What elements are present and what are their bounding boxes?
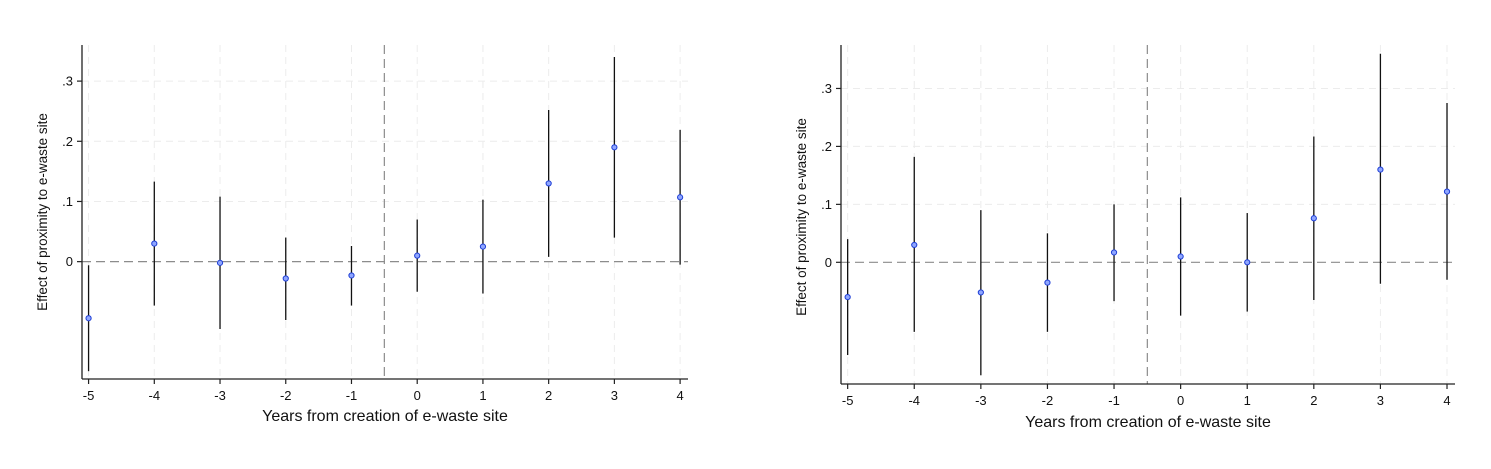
- x-tick-label: 4: [676, 388, 683, 403]
- point-estimate: [282, 275, 289, 282]
- y-tick-label: .2: [821, 139, 832, 154]
- point-estimate: [1310, 215, 1317, 222]
- x-tick-label: 3: [611, 388, 618, 403]
- y-tick-label: .2: [62, 134, 73, 149]
- y-tick-label: 0: [66, 254, 73, 269]
- x-tick-label: 2: [1310, 393, 1317, 408]
- x-tick-label: -2: [1042, 393, 1054, 408]
- point-estimate: [1443, 188, 1451, 195]
- x-tick-label: -3: [975, 393, 987, 408]
- x-tick-label: 3: [1377, 393, 1384, 408]
- x-tick-label: 4: [1443, 393, 1450, 408]
- point-estimate: [677, 194, 684, 201]
- y-tick-label: .3: [62, 74, 73, 89]
- point-estimate: [1244, 259, 1251, 266]
- x-tick-label: -3: [214, 388, 226, 403]
- y-axis-label: Effect of proximity to e-waste site: [794, 118, 809, 316]
- point-estimate: [414, 252, 421, 259]
- point-estimate: [844, 293, 851, 301]
- x-tick-label: -4: [908, 393, 920, 408]
- y-tick-label: 0: [825, 255, 832, 270]
- y-tick-label: .1: [62, 194, 73, 209]
- point-estimate: [216, 259, 224, 266]
- chart-right-panel: Years from creation of e-waste site Effe…: [794, 45, 1455, 431]
- point-estimate: [977, 289, 984, 296]
- point-estimate: [1044, 279, 1051, 286]
- x-axis-label: Years from creation of e-waste site: [262, 408, 508, 425]
- x-tick-label: -4: [149, 388, 161, 403]
- x-tick-label: 1: [479, 388, 486, 403]
- point-estimate: [479, 243, 487, 250]
- point-estimate: [1177, 253, 1184, 260]
- point-estimate: [151, 240, 158, 247]
- y-tick-label: .3: [821, 81, 832, 96]
- x-tick-label: -1: [346, 388, 358, 403]
- x-tick-label: 2: [545, 388, 552, 403]
- point-estimate: [1377, 166, 1384, 173]
- chart-left-panel: Years from creation of e-waste site Effe…: [35, 45, 688, 425]
- point-estimate: [85, 315, 92, 322]
- x-axis-label: Years from creation of e-waste site: [1025, 414, 1271, 431]
- point-estimate: [545, 180, 552, 187]
- x-tick-label: -5: [842, 393, 854, 408]
- x-tick-label: -1: [1108, 393, 1120, 408]
- y-tick-label: .1: [821, 197, 832, 212]
- x-tick-label: 1: [1244, 393, 1251, 408]
- x-tick-label: 0: [1177, 393, 1184, 408]
- x-tick-label: -5: [83, 388, 95, 403]
- point-estimate: [348, 272, 355, 279]
- point-estimate: [611, 144, 618, 151]
- x-tick-label: 0: [414, 388, 421, 403]
- point-estimate: [911, 241, 918, 249]
- point-estimate: [1110, 249, 1118, 256]
- y-axis-label: Effect of proximity to e-waste site: [35, 113, 50, 311]
- x-tick-label: -2: [280, 388, 292, 403]
